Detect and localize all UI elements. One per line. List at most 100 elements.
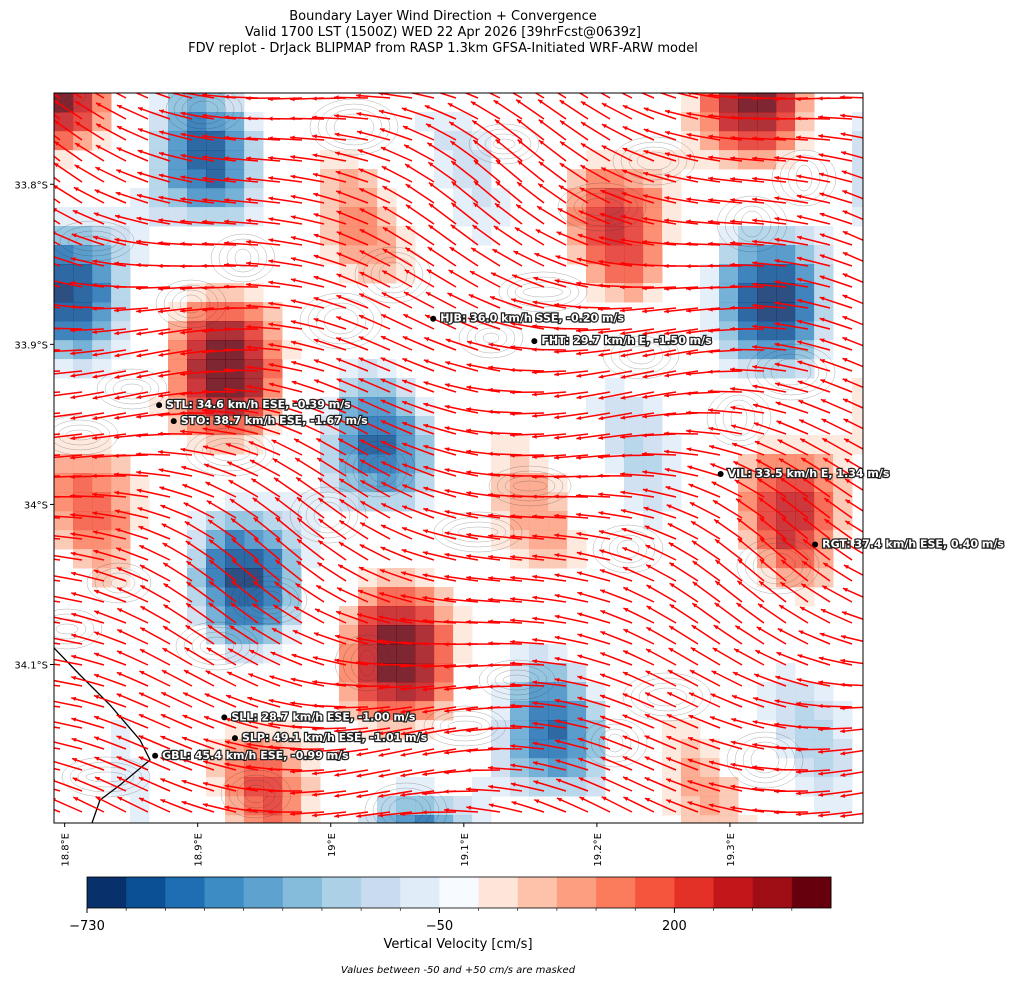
wind-arrow	[400, 790, 435, 797]
wind-arrow	[380, 357, 413, 372]
terrain-contour	[199, 636, 235, 656]
wind-arrow-head	[622, 735, 628, 740]
wind-arrow-head	[576, 257, 582, 262]
shading-cell	[282, 796, 302, 816]
wind-arrow	[555, 778, 589, 792]
wind-arrow-head	[488, 784, 494, 789]
wind-arrow	[532, 454, 567, 458]
wind-arrow	[444, 727, 479, 734]
wind-arrow	[796, 278, 831, 288]
wind-arrow-head	[645, 670, 651, 675]
wind-arrow	[600, 630, 633, 645]
wind-arrow-head	[537, 206, 542, 211]
wind-arrow	[472, 224, 501, 246]
wind-arrow-head	[378, 813, 383, 818]
wind-arrow-head	[621, 527, 627, 532]
shading-cell	[130, 245, 150, 265]
wind-arrow-head	[843, 565, 849, 570]
wind-arrow-head	[224, 762, 230, 767]
wind-arrow-head	[576, 531, 582, 537]
wind-arrow	[487, 685, 523, 688]
wind-arrow-head	[775, 675, 781, 680]
wind-arrow-head	[48, 349, 53, 353]
wind-arrow	[576, 349, 611, 355]
wind-arrow-head	[49, 636, 54, 640]
wind-arrow-head	[116, 756, 122, 761]
wind-arrow-head	[532, 413, 537, 418]
shading-cell	[54, 473, 74, 493]
wind-arrow	[752, 177, 787, 183]
wind-arrow-head	[381, 166, 387, 171]
wind-arrow-head	[796, 194, 802, 199]
shading-cell	[738, 359, 758, 379]
wind-arrow	[448, 269, 479, 288]
wind-arrow-head	[93, 235, 98, 240]
shading-cell	[320, 492, 340, 512]
wind-arrow	[252, 580, 281, 603]
wind-arrow-head	[116, 105, 122, 109]
wind-arrow-head	[598, 435, 604, 440]
wind-arrow	[271, 439, 303, 456]
wind-arrow	[274, 581, 303, 603]
wind-arrow-head	[246, 324, 251, 330]
wind-arrow-head	[598, 473, 603, 478]
shading-cell	[719, 302, 739, 322]
wind-arrow-head	[202, 155, 208, 160]
wind-arrow	[802, 538, 831, 561]
shading-cell	[339, 492, 359, 512]
wind-arrow-head	[231, 580, 237, 586]
wind-arrow-head	[708, 408, 713, 413]
wind-arrow	[335, 190, 369, 204]
shading-cell	[73, 511, 93, 531]
wind-arrow	[180, 133, 215, 141]
wind-arrow	[713, 518, 743, 540]
wind-arrow-head	[405, 204, 411, 210]
wind-arrow-head	[27, 300, 32, 304]
wind-arrow-head	[294, 606, 300, 611]
wind-arrow-head	[378, 93, 383, 96]
wind-arrow	[54, 534, 83, 540]
shading-cell	[339, 226, 359, 246]
shading-cell	[605, 264, 625, 284]
shading-cell	[225, 397, 245, 417]
wind-arrow	[466, 554, 501, 561]
wind-arrow	[444, 383, 479, 393]
shading-cell	[567, 169, 587, 189]
wind-arrow-head	[532, 595, 538, 600]
wind-arrow-head	[644, 714, 650, 719]
shading-cell	[434, 112, 454, 132]
wind-arrow-head	[313, 213, 319, 218]
wind-arrow-head	[359, 544, 365, 549]
wind-arrow	[246, 177, 281, 183]
wind-arrow	[290, 236, 325, 246]
wind-arrow	[54, 327, 83, 330]
shading-cell	[795, 131, 815, 151]
shading-cell	[244, 188, 264, 208]
wind-arrow-head	[297, 539, 303, 544]
wind-arrow-head	[358, 336, 364, 341]
wind-arrow-head	[382, 248, 388, 253]
wind-arrow-head	[840, 813, 846, 819]
wind-arrow-head	[533, 780, 539, 785]
wind-arrow	[554, 534, 589, 540]
shading-cell	[700, 264, 720, 284]
wind-arrow-head	[600, 610, 606, 615]
wind-arrow-head	[225, 443, 231, 448]
wind-arrow	[645, 626, 677, 645]
wind-arrow-head	[54, 100, 59, 105]
wind-arrow-head	[620, 353, 626, 358]
wind-arrow-head	[753, 697, 759, 702]
wind-arrow	[92, 412, 127, 420]
wind-arrow-head	[158, 263, 163, 269]
wind-arrow-head	[423, 402, 429, 407]
wind-arrow	[92, 530, 127, 540]
wind-arrow-head	[26, 514, 31, 518]
wind-arrow	[138, 776, 171, 792]
wind-arrow	[71, 757, 105, 771]
wind-arrow	[799, 438, 831, 456]
wind-arrow-head	[180, 410, 185, 416]
wind-arrow	[451, 181, 479, 204]
shading-cell	[757, 435, 777, 455]
shading-cell	[776, 93, 796, 113]
wind-arrow	[358, 335, 391, 351]
